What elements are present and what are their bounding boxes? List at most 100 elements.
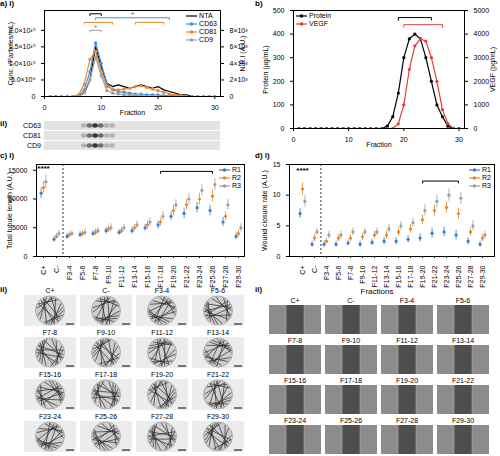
svg-text:5.0×10⁹: 5.0×10⁹ xyxy=(11,76,36,83)
svg-text:F19-20: F19-20 xyxy=(396,377,418,384)
svg-text:*: * xyxy=(94,23,98,32)
svg-text:F13-14: F13-14 xyxy=(207,329,229,336)
svg-text:10: 10 xyxy=(97,104,105,111)
svg-text:****: **** xyxy=(296,166,309,175)
svg-text:F11-12: F11-12 xyxy=(396,337,418,344)
svg-text:F9-10: F9-10 xyxy=(342,337,360,344)
svg-text:0: 0 xyxy=(230,93,234,100)
svg-text:C+: C+ xyxy=(45,287,54,294)
svg-text:F23-24: F23-24 xyxy=(39,413,61,420)
svg-text:F27-28: F27-28 xyxy=(467,265,474,287)
svg-text:F21-22: F21-22 xyxy=(183,265,190,287)
svg-text:F3-4: F3-4 xyxy=(400,297,415,304)
svg-text:0: 0 xyxy=(292,136,296,143)
svg-text:F29-30: F29-30 xyxy=(452,417,474,424)
svg-text:Fractions: Fractions xyxy=(361,287,394,296)
svg-text:F23-24: F23-24 xyxy=(284,417,306,424)
svg-text:N.R.I (A.U.): N.R.I (A.U.) xyxy=(239,35,247,71)
svg-text:C-: C- xyxy=(53,265,60,273)
svg-text:F13-14: F13-14 xyxy=(131,265,138,287)
svg-text:F7-8: F7-8 xyxy=(43,329,58,336)
svg-text:3000: 3000 xyxy=(474,54,490,61)
svg-text:8×10³: 8×10³ xyxy=(230,27,249,34)
svg-text:C+: C+ xyxy=(299,266,306,275)
svg-text:CD63: CD63 xyxy=(23,122,41,129)
svg-text:C-: C- xyxy=(102,287,110,294)
svg-text:300: 300 xyxy=(273,54,285,61)
svg-text:200: 200 xyxy=(273,78,285,85)
svg-text:F25-26: F25-26 xyxy=(95,413,117,420)
svg-text:F21-22: F21-22 xyxy=(452,377,474,384)
svg-text:F5-6: F5-6 xyxy=(335,265,342,280)
svg-text:F15-16: F15-16 xyxy=(39,371,61,378)
svg-text:F15-16: F15-16 xyxy=(284,377,306,384)
svg-text:F27-28: F27-28 xyxy=(396,417,418,424)
svg-text:F23-24: F23-24 xyxy=(443,265,450,287)
svg-text:5000: 5000 xyxy=(12,224,28,231)
svg-text:F17-18: F17-18 xyxy=(157,265,164,287)
svg-text:2×10³: 2×10³ xyxy=(230,76,249,83)
svg-text:0: 0 xyxy=(32,93,36,100)
svg-text:0: 0 xyxy=(43,104,47,111)
svg-text:F27-28: F27-28 xyxy=(222,265,229,287)
svg-text:CD81: CD81 xyxy=(23,132,41,139)
svg-text:400: 400 xyxy=(273,30,285,37)
svg-text:Protein (µg/mL): Protein (µg/mL) xyxy=(262,45,270,93)
svg-text:C+: C+ xyxy=(40,266,47,275)
svg-text:0: 0 xyxy=(277,253,281,260)
svg-text:F11-12: F11-12 xyxy=(371,265,378,287)
svg-text:20: 20 xyxy=(154,104,162,111)
svg-text:30: 30 xyxy=(455,136,463,143)
svg-text:F11-12: F11-12 xyxy=(118,265,125,287)
svg-text:Total tubule length (A.U.): Total tubule length (A.U.) xyxy=(6,172,14,249)
svg-text:F7-8: F7-8 xyxy=(92,265,99,280)
svg-text:F19-20: F19-20 xyxy=(170,265,177,287)
svg-text:10: 10 xyxy=(345,136,353,143)
svg-text:F5-6: F5-6 xyxy=(211,287,226,294)
svg-text:2000: 2000 xyxy=(474,78,490,85)
svg-text:5: 5 xyxy=(277,222,281,229)
svg-text:Fraction: Fraction xyxy=(366,141,391,148)
svg-text:0: 0 xyxy=(474,125,478,132)
svg-text:F11-12: F11-12 xyxy=(151,329,173,336)
svg-text:F29-30: F29-30 xyxy=(235,265,242,287)
svg-text:500: 500 xyxy=(273,7,285,14)
svg-text:F13-14: F13-14 xyxy=(452,337,474,344)
svg-text:15: 15 xyxy=(273,161,281,168)
svg-text:F25-26: F25-26 xyxy=(340,417,362,424)
svg-text:CD9: CD9 xyxy=(27,142,41,149)
svg-text:F7-8: F7-8 xyxy=(288,337,303,344)
svg-text:F29-30: F29-30 xyxy=(207,413,229,420)
svg-text:F15-16: F15-16 xyxy=(144,265,151,287)
svg-text:F13-14: F13-14 xyxy=(383,265,390,287)
svg-text:****: **** xyxy=(37,164,50,173)
svg-text:C-: C- xyxy=(311,265,318,273)
svg-text:F9-10: F9-10 xyxy=(97,329,115,336)
svg-text:1000: 1000 xyxy=(474,101,490,108)
svg-text:5000: 5000 xyxy=(474,7,490,14)
svg-text:F3-4: F3-4 xyxy=(323,265,330,280)
svg-text:100: 100 xyxy=(273,101,285,108)
svg-text:Wound closure rate (A.U.): Wound closure rate (A.U.) xyxy=(261,170,269,251)
svg-text:Conc. (Particles/mL): Conc. (Particles/mL) xyxy=(7,22,15,85)
svg-text:0: 0 xyxy=(281,125,285,132)
svg-text:F19-20: F19-20 xyxy=(151,371,173,378)
svg-text:F5-6: F5-6 xyxy=(79,265,86,280)
svg-text:Fraction: Fraction xyxy=(120,109,145,116)
svg-text:F17-18: F17-18 xyxy=(340,377,362,384)
svg-text:C+: C+ xyxy=(290,297,299,304)
svg-text:F25-26: F25-26 xyxy=(455,265,462,287)
svg-text:F29-30: F29-30 xyxy=(479,265,486,287)
svg-text:F21-22: F21-22 xyxy=(207,371,229,378)
svg-text:F17-18: F17-18 xyxy=(95,371,117,378)
svg-text:F3-4: F3-4 xyxy=(66,265,73,280)
svg-text:F9-10: F9-10 xyxy=(359,265,366,283)
svg-text:F21-22: F21-22 xyxy=(431,265,438,287)
svg-text:0: 0 xyxy=(24,253,28,260)
svg-text:F23-24: F23-24 xyxy=(196,265,203,287)
svg-text:F9-10: F9-10 xyxy=(105,265,112,283)
svg-text:F5-6: F5-6 xyxy=(456,297,471,304)
svg-text:F15-16: F15-16 xyxy=(395,265,402,287)
svg-text:20: 20 xyxy=(400,136,408,143)
svg-text:F7-8: F7-8 xyxy=(347,265,354,280)
